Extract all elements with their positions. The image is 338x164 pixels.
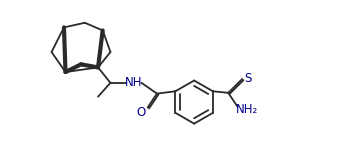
Text: NH₂: NH₂	[236, 102, 258, 115]
Text: NH: NH	[125, 76, 142, 89]
Text: S: S	[244, 72, 251, 85]
Text: O: O	[137, 106, 146, 119]
